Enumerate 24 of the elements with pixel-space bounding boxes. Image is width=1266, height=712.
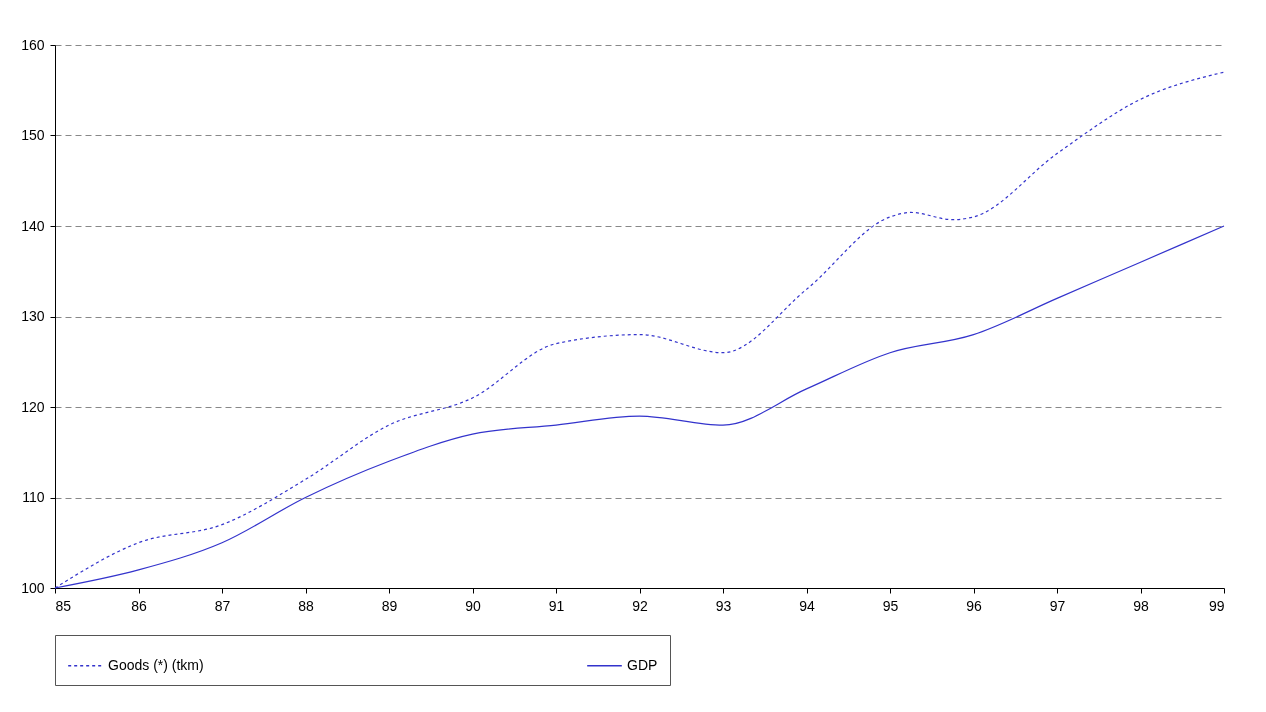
- x-tick-label: 88: [298, 597, 314, 614]
- y-tick-label: 150: [21, 127, 45, 143]
- y-tick-label: 140: [21, 217, 45, 234]
- x-tick-label: 92: [632, 597, 648, 614]
- x-tick-label: 97: [1049, 597, 1066, 614]
- y-tick-label: 130: [21, 308, 45, 324]
- legend-label: Goods (*) (tkm): [108, 656, 204, 673]
- y-tick-label: 160: [21, 36, 45, 53]
- x-tick-label: 93: [715, 597, 732, 614]
- legend-label: GDP: [627, 656, 658, 673]
- x-tick-label: 85: [55, 597, 72, 614]
- x-tick-label: 91: [548, 597, 565, 614]
- x-tick-label: 98: [1133, 597, 1149, 614]
- x-tick-label: 86: [131, 597, 147, 614]
- y-tick-label: 110: [22, 489, 45, 505]
- x-tick-label: 96: [966, 597, 982, 614]
- x-tick-label: 89: [381, 597, 398, 614]
- x-tick-label: 87: [214, 597, 231, 614]
- x-tick-label: 95: [882, 597, 899, 614]
- x-tick-label: 90: [465, 597, 481, 614]
- x-tick-label: 99: [1208, 597, 1225, 614]
- x-tick-label: 94: [799, 597, 815, 614]
- y-tick-label: 100: [21, 579, 45, 596]
- y-tick-label: 120: [21, 398, 45, 415]
